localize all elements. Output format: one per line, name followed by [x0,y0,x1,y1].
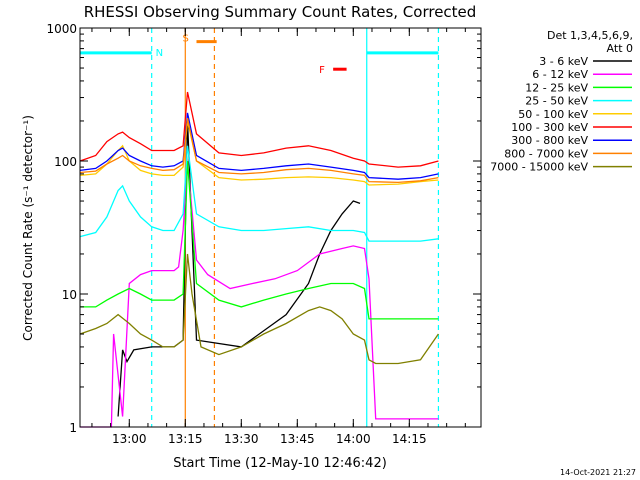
flag-label-0: N [156,48,163,59]
axis-ticks: 13:00 13:15 13:30 13:45 14:00 14:15 1000 100 10 1 [46,22,481,446]
x-tick-label-0: 13:00 [112,432,147,446]
series-line-7 [79,117,439,184]
legend-label-2: 12 - 25 keV [525,81,588,94]
series-line-3 [79,145,439,242]
y-axis-label: Corrected Count Rate (s⁻¹ detector⁻¹) [21,115,35,341]
chart-title: RHESSI Observing Summary Count Rates, Co… [84,3,477,21]
series-line-6 [79,112,439,180]
legend-label-4: 50 - 100 keV [518,108,588,121]
legend-label-7: 800 - 7000 keV [504,147,588,160]
y-tick-label-2: 10 [62,288,77,302]
series-line-0 [117,120,361,417]
x-axis-label: Start Time (12-May-10 12:46:42) [173,456,387,471]
series-line-5 [79,91,439,168]
legend-label-6: 300 - 800 keV [511,134,588,147]
y-tick-label-0: 1000 [46,22,77,36]
legend-label-8: 7000 - 15000 keV [490,161,588,174]
legend-label-0: 3 - 6 keV [539,55,588,68]
legend-label-5: 100 - 300 keV [511,121,588,134]
y-tick-label-3: 1 [69,421,77,435]
flag-label-2: F [319,65,325,76]
y-tick-label-1: 100 [54,155,77,169]
series-line-8 [79,253,439,365]
footer-timestamp: 14-Oct-2021 21:27 [560,468,636,477]
x-tick-label-1: 13:15 [168,432,203,446]
plot-frame [79,27,482,428]
x-tick-label-5: 14:15 [392,432,427,446]
series-line-1 [80,160,439,428]
legend-header-1: Att 0 [607,42,633,55]
series-lines [79,91,439,428]
x-tick-label-4: 14:00 [336,432,371,446]
legend-header-0: Det 1,3,4,5,6,9, [547,29,633,42]
x-tick-label-2: 13:30 [224,432,259,446]
legend-label-1: 6 - 12 keV [532,68,588,81]
legend-label-3: 25 - 50 keV [525,95,588,108]
x-tick-label-3: 13:45 [280,432,315,446]
flag-bars: N S F [80,34,439,76]
flag-label-1: S [182,34,188,45]
series-line-2 [80,160,439,320]
